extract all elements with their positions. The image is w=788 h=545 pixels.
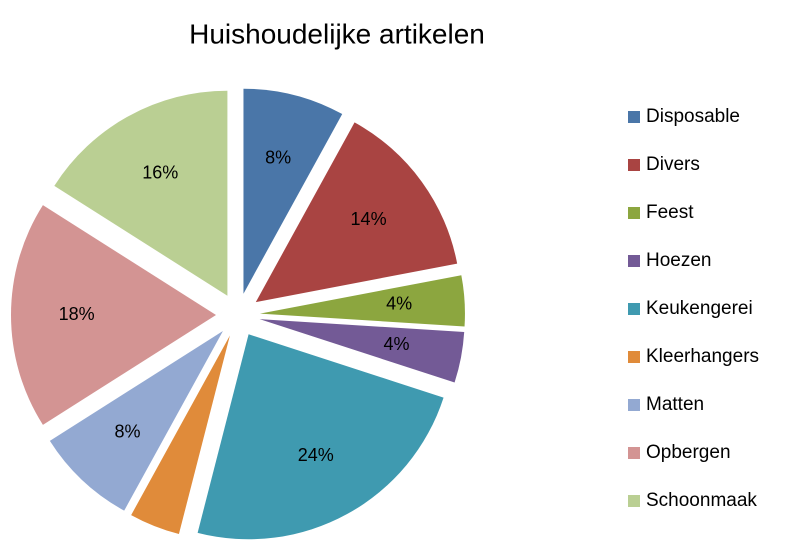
legend-swatch bbox=[628, 447, 640, 459]
data-label: 4% bbox=[386, 294, 412, 314]
legend-swatch bbox=[628, 399, 640, 411]
legend-label: Matten bbox=[646, 394, 704, 415]
legend-label: Schoonmaak bbox=[646, 490, 757, 511]
data-label: 4% bbox=[384, 334, 410, 354]
legend-label: Kleerhangers bbox=[646, 346, 759, 367]
data-label: 18% bbox=[59, 304, 95, 324]
legend-label: Feest bbox=[646, 202, 694, 223]
pie-slice bbox=[243, 88, 343, 294]
legend-label: Keukengerei bbox=[646, 298, 753, 319]
data-label: 8% bbox=[115, 421, 141, 441]
pie-slice bbox=[255, 122, 458, 303]
data-label: 8% bbox=[265, 147, 291, 167]
legend-label: Disposable bbox=[646, 106, 740, 127]
pie-slice bbox=[131, 335, 230, 535]
data-label: 16% bbox=[142, 162, 178, 182]
pie-slice bbox=[197, 334, 444, 540]
pie-slice bbox=[49, 331, 223, 511]
legend-swatch bbox=[628, 495, 640, 507]
legend-swatch bbox=[628, 351, 640, 363]
legend-label: Divers bbox=[646, 154, 700, 175]
legend-swatch bbox=[628, 255, 640, 267]
pie-slice bbox=[259, 275, 465, 327]
legend-swatch bbox=[628, 207, 640, 219]
chart-title: Huishoudelijke artikelen bbox=[189, 18, 485, 49]
pie-slice bbox=[54, 90, 228, 296]
data-label: 24% bbox=[298, 445, 334, 465]
legend-label: Hoezen bbox=[646, 250, 712, 271]
legend-swatch bbox=[628, 159, 640, 171]
legend-swatch bbox=[628, 303, 640, 315]
legend-label: Opbergen bbox=[646, 442, 731, 463]
legend-swatch bbox=[628, 111, 640, 123]
pie-slice bbox=[11, 205, 217, 425]
pie-slice bbox=[259, 319, 465, 383]
data-label: 14% bbox=[351, 209, 387, 229]
